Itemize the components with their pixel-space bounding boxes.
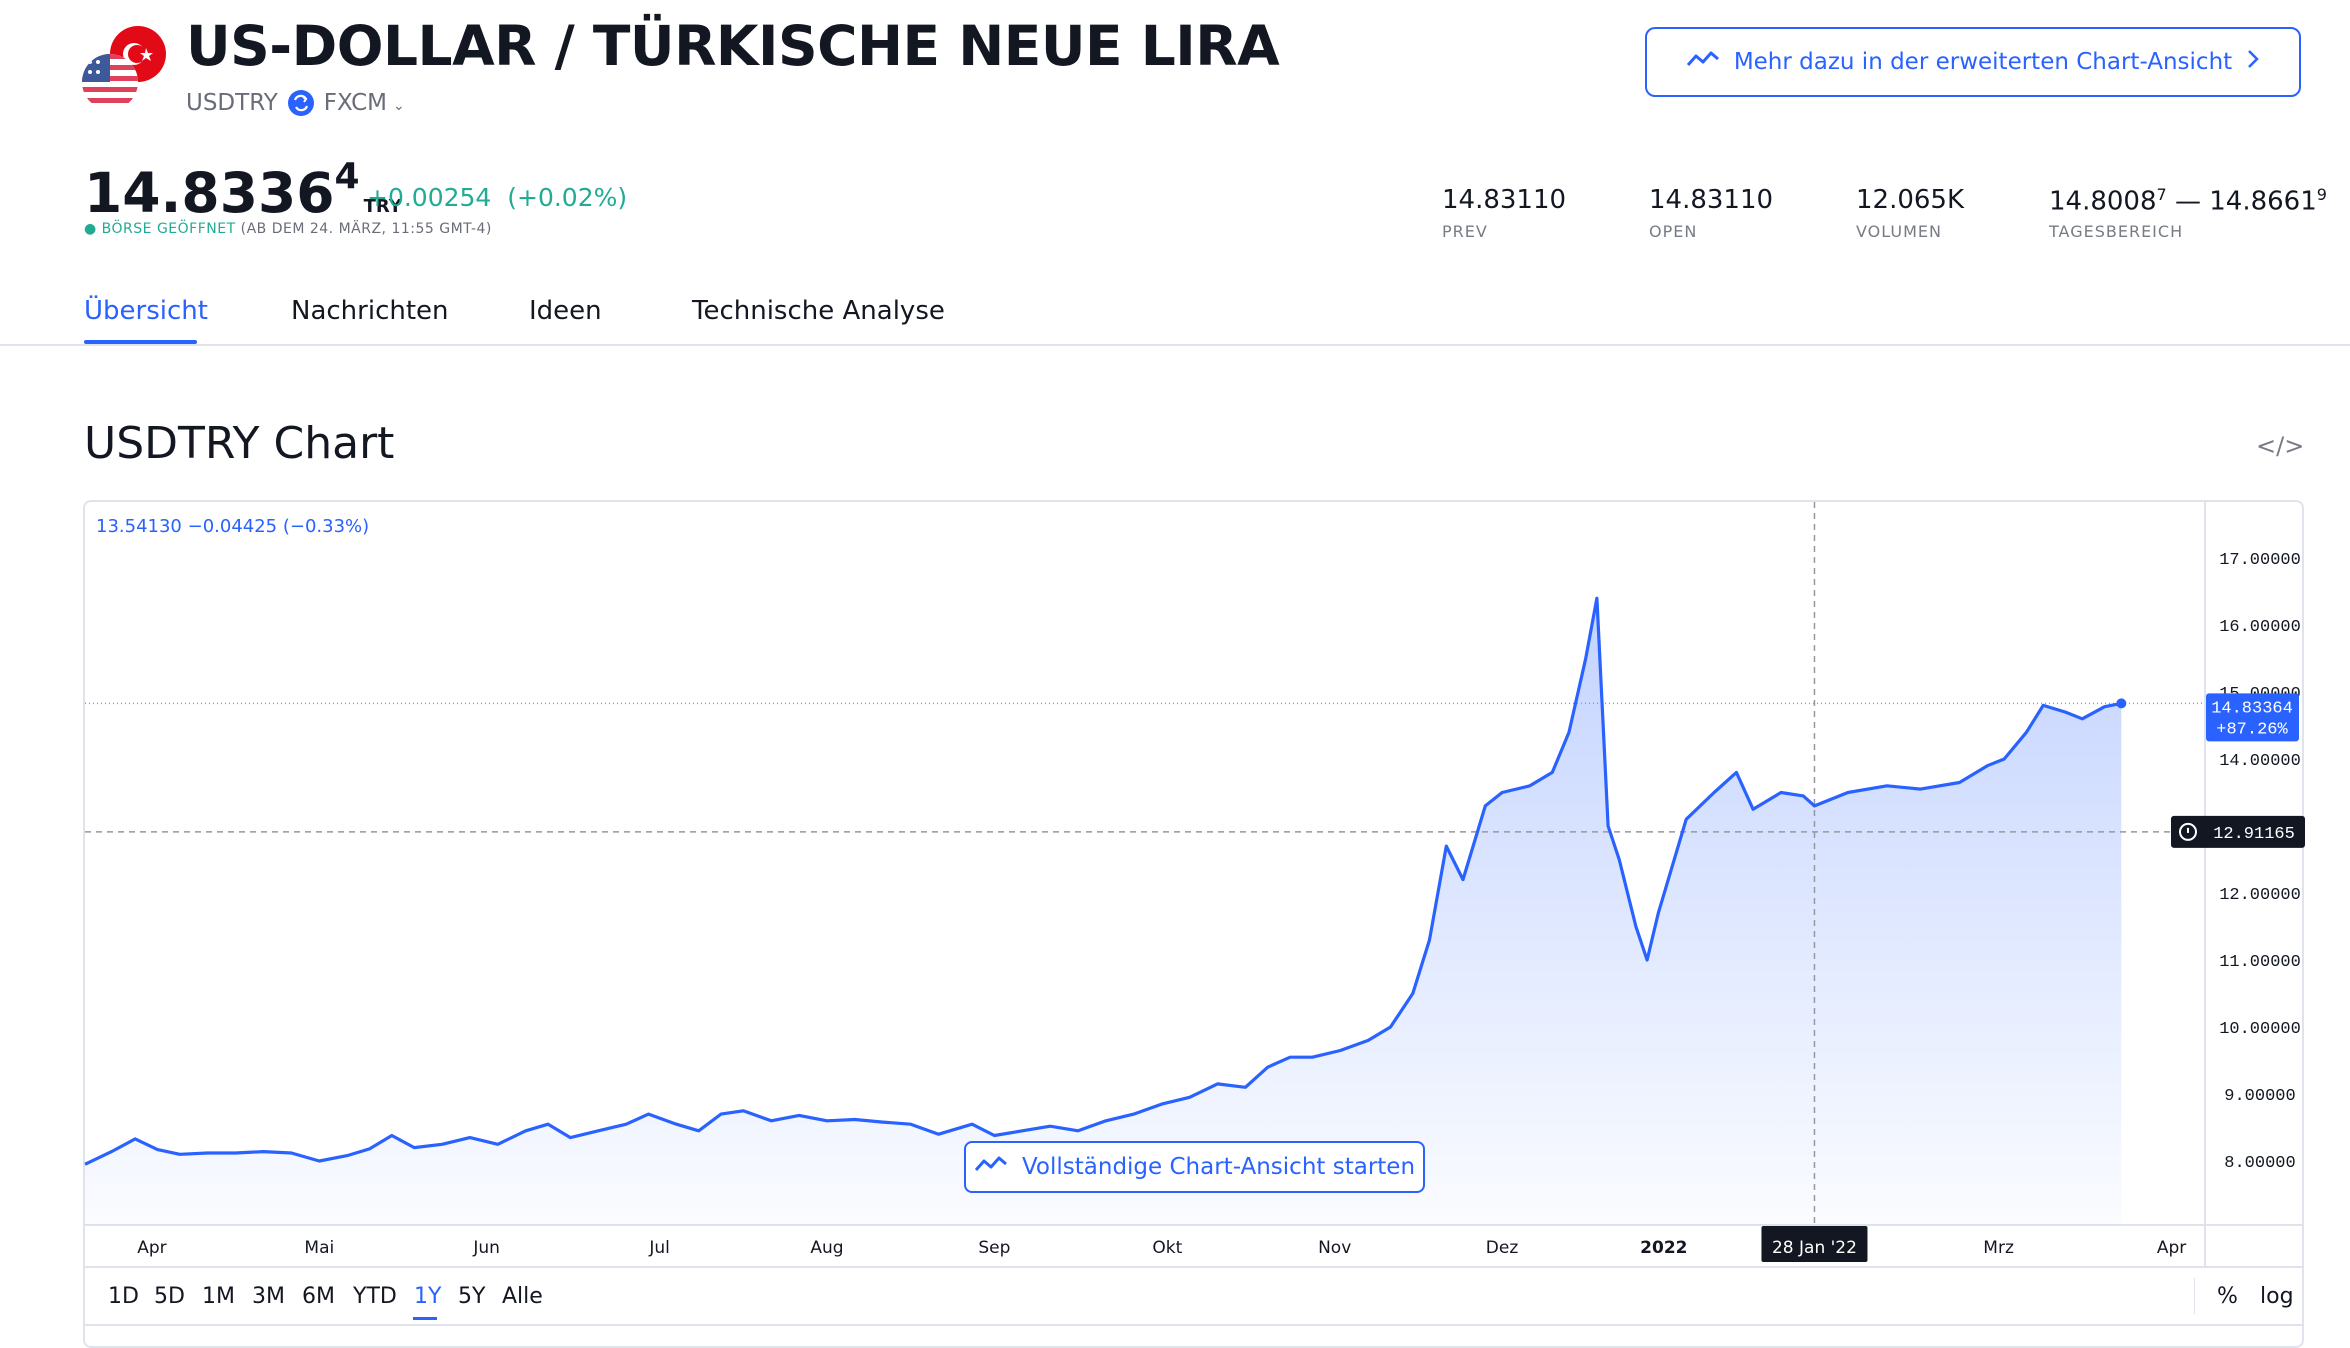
x-tick-label-5: Sep [978, 1238, 1010, 1258]
stat-open-value: 14.83110 [1649, 185, 1774, 215]
y-tick-label-3: 14.00000 [2219, 752, 2301, 771]
crosshair-date-label: 28 Jan '22 [1772, 1238, 1857, 1258]
range-button-6m[interactable]: 6M [302, 1284, 335, 1309]
stat-day-range-value: 14.80087 — 14.86619 [2049, 185, 2327, 217]
x-tick-label-11: Apr [2157, 1238, 2186, 1258]
chart-line-icon [974, 1154, 1008, 1180]
x-tick-label-8: Dez [1486, 1238, 1519, 1258]
x-tick-label-4: Aug [810, 1238, 843, 1258]
full-chart-view-label: Vollständige Chart-Ansicht starten [1021, 1154, 1416, 1180]
range-button-alle[interactable]: Alle [502, 1284, 543, 1309]
x-tick-label-10: Mrz [1983, 1238, 2014, 1258]
exchange-logo-icon [287, 90, 314, 116]
y-tick-label-0: 17.00000 [2219, 551, 2301, 570]
log-scale-toggle[interactable]: log [2260, 1284, 2294, 1309]
alarm-clock-icon [2179, 822, 2197, 841]
active-range-indicator [413, 1317, 437, 1320]
y-tick-label-6: 10.00000 [2219, 1020, 2301, 1039]
last-price-tag-value: 14.83364 [2211, 699, 2293, 718]
embed-code-icon[interactable]: </> [2256, 432, 2305, 460]
tab-technical-analysis[interactable]: Technische Analyse [692, 296, 945, 326]
chevron-down-icon: ⌄ [392, 98, 405, 114]
x-tick-label-3: Jul [648, 1238, 670, 1258]
last-price-tag [2206, 693, 2299, 742]
price-change: +0.00254 (+0.02%) [367, 183, 628, 212]
y-tick-label-1: 16.00000 [2219, 618, 2301, 637]
range-button-1d[interactable]: 1D [108, 1284, 139, 1309]
full-chart-view-button[interactable]: Vollständige Chart-Ansicht starten [964, 1141, 1425, 1193]
x-tick-label-9: 2022 [1640, 1238, 1687, 1258]
market-status: ● BÖRSE GEÖFFNET (AB DEM 24. MÄRZ, 11:55… [84, 221, 492, 237]
last-point-marker [2116, 698, 2127, 709]
y-tick-label-5: 11.00000 [2219, 953, 2301, 972]
range-button-5y[interactable]: 5Y [458, 1284, 486, 1309]
crosshair-price-label: 12.91165 [2213, 825, 2295, 844]
range-bar-divider [2194, 1278, 2195, 1314]
range-button-ytd[interactable]: YTD [353, 1284, 397, 1309]
crosshair-price-tag [2171, 815, 2305, 848]
chart-line-icon [1686, 49, 1720, 75]
tab-ideas[interactable]: Ideen [529, 296, 602, 326]
advanced-chart-button[interactable]: Mehr dazu in der erweiterten Chart-Ansic… [1645, 27, 2301, 97]
tab-news[interactable]: Nachrichten [291, 296, 449, 326]
percent-scale-toggle[interactable]: % [2217, 1284, 2238, 1309]
currency-label: TRY [363, 196, 402, 217]
range-button-3m[interactable]: 3M [252, 1284, 285, 1309]
x-tick-label-2: Jun [472, 1238, 500, 1258]
symbol-label: USDTRY [186, 90, 278, 116]
stat-prev-label: PREV [1442, 222, 1488, 241]
page-title: US-DOLLAR / TÜRKISCHE NEUE LIRA [186, 14, 1280, 78]
stat-day-range-label: TAGESBEREICH [2049, 222, 2184, 241]
chevron-right-icon [2246, 48, 2260, 76]
crosshair-date-tag [1761, 1226, 1868, 1262]
stat-volume-label: VOLUMEN [1856, 222, 1942, 241]
advanced-chart-label: Mehr dazu in der erweiterten Chart-Ansic… [1733, 49, 2233, 75]
tab-overview[interactable]: Übersicht [84, 296, 208, 326]
x-tick-label-6: Okt [1152, 1238, 1182, 1258]
stat-open-label: OPEN [1649, 222, 1698, 241]
y-tick-label-7: 9.00000 [2224, 1087, 2295, 1106]
range-button-5d[interactable]: 5D [154, 1284, 185, 1309]
chart-section-title: USDTRY Chart [84, 418, 395, 469]
stat-volume-value: 12.065K [1856, 185, 1965, 215]
chart-legend: 13.54130 −0.04425 (−0.33%) [96, 516, 370, 537]
x-tick-label-7: Nov [1318, 1238, 1351, 1258]
active-tab-indicator [84, 340, 197, 344]
series-area-fill [85, 598, 2122, 1225]
last-price: 14.83364TRY [84, 156, 402, 225]
tabs-divider [0, 344, 2350, 346]
currency-pair-flags-icon [82, 26, 166, 110]
symbol-info: USDTRY FXCM ⌄ [186, 90, 405, 116]
range-button-1y[interactable]: 1Y [414, 1284, 442, 1309]
y-tick-label-4: 12.00000 [2219, 886, 2301, 905]
last-price-tag-percent: +87.26% [2216, 720, 2288, 739]
x-tick-label-0: Apr [137, 1238, 166, 1258]
stat-prev-value: 14.83110 [1442, 185, 1567, 215]
x-tick-label-1: Mai [304, 1238, 334, 1258]
exchange-dropdown[interactable]: FXCM ⌄ [323, 90, 405, 116]
series-line [84, 596, 2122, 1166]
range-button-1m[interactable]: 1M [202, 1284, 235, 1309]
y-tick-label-8: 8.00000 [2224, 1154, 2295, 1173]
